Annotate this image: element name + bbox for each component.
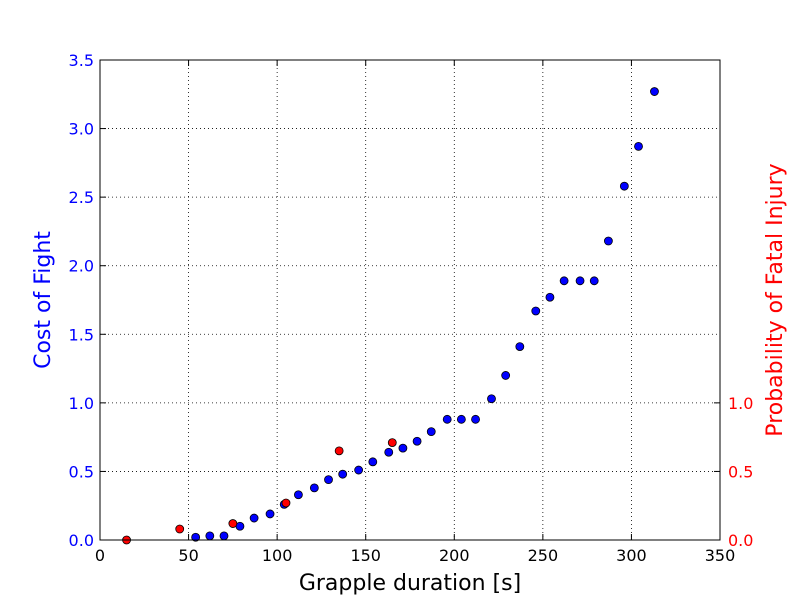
cost-point [487, 394, 496, 404]
y-tick-label-left: 2.5 [69, 188, 94, 207]
data-points [122, 87, 659, 545]
fatal-injury-point [334, 446, 344, 456]
x-tick-label: 100 [262, 546, 293, 565]
y-tick-label-left: 2.0 [69, 257, 94, 276]
y-axis-title-right: Probability of Fatal Injury [763, 163, 788, 436]
cost-point [650, 87, 659, 96]
cost-point [456, 414, 466, 424]
cost-point [471, 414, 480, 424]
x-tick-label: 0 [95, 546, 105, 565]
plot-frame [99, 59, 721, 541]
y-axis-title-left: Cost of Fight [31, 231, 56, 369]
cost-point [265, 509, 275, 519]
x-tick-label: 50 [178, 546, 198, 565]
cost-point [354, 465, 364, 475]
cost-point [338, 469, 348, 479]
cost-point [412, 436, 422, 446]
cost-point [219, 531, 229, 541]
cost-point [531, 306, 541, 316]
y-tick-label-left: 1.5 [69, 325, 94, 344]
x-tick-label: 350 [705, 546, 736, 565]
cost-point [426, 427, 436, 437]
x-tick-label: 200 [439, 546, 470, 565]
cost-point [619, 181, 629, 191]
fatal-injury-point [228, 519, 238, 528]
grid-lines [100, 60, 720, 540]
cost-point [249, 513, 259, 523]
y-tick-label-right: 1.0 [728, 394, 753, 413]
cost-point [575, 276, 585, 286]
cost-point [442, 414, 452, 424]
cost-point [324, 475, 333, 485]
x-tick-label: 300 [616, 546, 647, 565]
cost-point [309, 483, 319, 493]
fatal-injury-point [281, 498, 291, 508]
fatal-injury-point [175, 524, 185, 534]
tick-labels: 0 50 100 150 200 250 300 3500.00.51.01.52.02.53… [69, 51, 754, 565]
y-tick-label-right: 0.0 [728, 531, 753, 550]
cost-point [545, 292, 555, 302]
cost-point [559, 276, 569, 286]
cost-point [191, 532, 201, 542]
axis-ticks [99, 59, 721, 541]
cost-point [293, 490, 303, 500]
cost-point [368, 457, 378, 467]
cost-point [515, 342, 525, 352]
cost-point [501, 371, 511, 380]
cost-point [398, 443, 408, 453]
cost-point [384, 447, 394, 457]
x-axis-title: Grapple duration [s] [299, 571, 521, 596]
y-tick-label-left: 3.5 [69, 51, 94, 70]
y-tick-label-left: 0.0 [69, 531, 94, 550]
y-tick-label-left: 1.0 [69, 394, 94, 413]
x-tick-label: 150 [350, 546, 381, 565]
cost-point [589, 276, 599, 286]
y-tick-label-right: 0.5 [728, 462, 753, 481]
cost-point [604, 236, 613, 246]
cost-point [205, 531, 215, 541]
y-tick-label-left: 3.0 [69, 120, 94, 139]
y-tick-label-left: 0.5 [69, 462, 94, 481]
fatal-injury-point [387, 438, 397, 448]
x-tick-label: 250 [528, 546, 559, 565]
cost-point [634, 141, 643, 151]
